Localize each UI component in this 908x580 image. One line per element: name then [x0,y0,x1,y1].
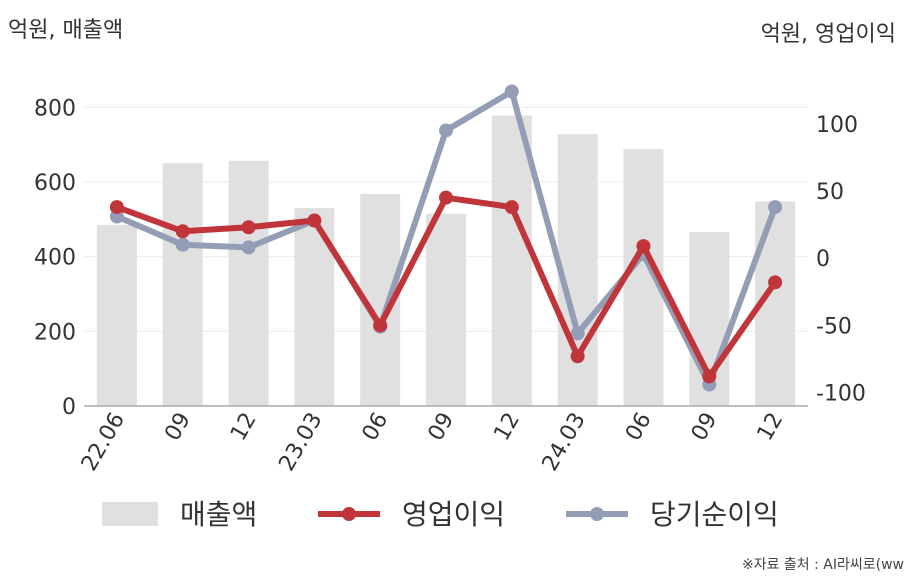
operating-income-point [109,200,124,215]
x-tick-label: 23.03 [274,409,327,476]
operating-income-point [373,318,388,333]
operating-income-point [439,190,453,205]
left-tick-label: 200 [34,320,76,345]
revenue-bar [491,115,532,407]
x-tick-label: 09 [160,409,196,446]
x-tick-label: 09 [687,409,723,446]
revenue-bar [426,213,466,406]
legend-marker-operating [342,507,356,521]
net-income-point [241,240,256,255]
legend-label-operating: 영업이익 [402,498,505,531]
net-income-point [570,326,585,341]
right-tick-label: 100 [816,113,858,138]
legend-label-revenue: 매출액 [180,498,257,531]
net-income-point [175,237,190,252]
x-tick-label: 09 [424,409,460,446]
x-tick-label: 22.06 [77,409,130,476]
source-note: ※자료 출처 : AI라씨로(ww [741,557,904,573]
legend-swatch-revenue [102,502,158,526]
operating-income-point [636,239,651,254]
net-income-point [439,123,453,138]
x-tick-label: 06 [358,409,394,446]
revenue-bar [162,163,203,406]
operating-income-point [504,200,519,215]
x-tick-label: 24.03 [538,409,591,476]
legend-marker-net [590,507,604,521]
net-income-point [768,200,783,215]
right-axis-unit: 억원, 영업이익 [760,22,896,47]
operating-income-point [768,275,783,290]
operating-income-point [702,369,717,384]
x-tick-label: 06 [621,409,657,446]
operating-income-point [307,213,322,228]
x-tick-label: 12 [753,409,789,446]
right-tick-label: -50 [816,314,852,339]
operating-income-point [570,349,585,364]
operating-income-point [241,220,256,235]
x-tick-label: 12 [226,409,262,446]
right-tick-label: 0 [816,247,830,272]
net-income-point [504,84,519,99]
left-tick-label: 600 [34,171,76,196]
revenue-bar [228,160,269,406]
right-tick-label: 50 [816,180,844,205]
revenue-bar [96,224,137,406]
right-tick-label: -100 [816,382,866,407]
legend-label-net: 당기순이익 [650,498,779,531]
left-tick-label: 400 [34,246,76,271]
left-tick-label: 0 [62,395,76,420]
operating-income-point [175,224,190,239]
left-tick-label: 800 [34,96,76,121]
left-axis-unit: 억원, 매출액 [8,18,124,43]
x-tick-label: 12 [489,409,525,446]
revenue-bar [557,134,598,407]
